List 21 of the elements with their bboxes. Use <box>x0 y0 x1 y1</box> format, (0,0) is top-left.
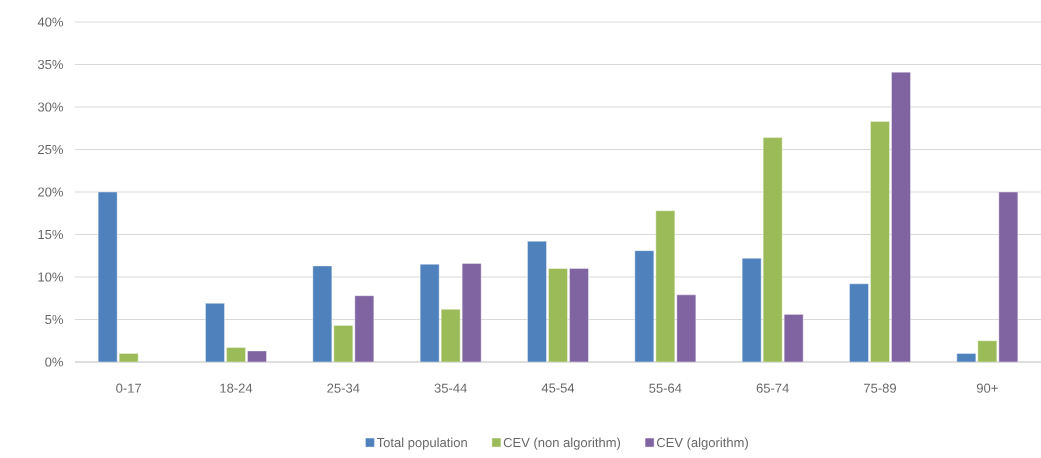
y-tick-label: 30% <box>37 102 64 112</box>
y-tick-label: 35% <box>37 59 64 70</box>
y-tick-label: 40% <box>37 17 64 27</box>
x-tick-label: 45-54 <box>541 383 575 393</box>
legend-label: CEV (algorithm) <box>656 437 748 450</box>
x-tick-label: 90+ <box>976 383 998 393</box>
y-tick-label: 0% <box>45 357 64 367</box>
y-tick-label: 20% <box>38 187 64 197</box>
legend-label: CEV (non algorithm) <box>503 437 621 450</box>
x-tick-label: 0-17 <box>116 383 142 393</box>
y-tick-label: 10% <box>38 272 64 282</box>
y-tick-label: 5% <box>45 314 64 325</box>
x-tick-label: 25-34 <box>327 383 360 393</box>
legend-label: Total population <box>376 437 467 450</box>
x-tick-label: 18-24 <box>220 383 253 393</box>
x-tick-label: 55-64 <box>649 383 682 393</box>
x-tick-label: 35-44 <box>434 383 467 393</box>
x-tick-label: 75-89 <box>864 383 897 393</box>
x-tick-label: 65-74 <box>756 383 789 393</box>
y-tick-label: 15% <box>38 229 64 240</box>
y-tick-label: 25% <box>38 144 64 155</box>
